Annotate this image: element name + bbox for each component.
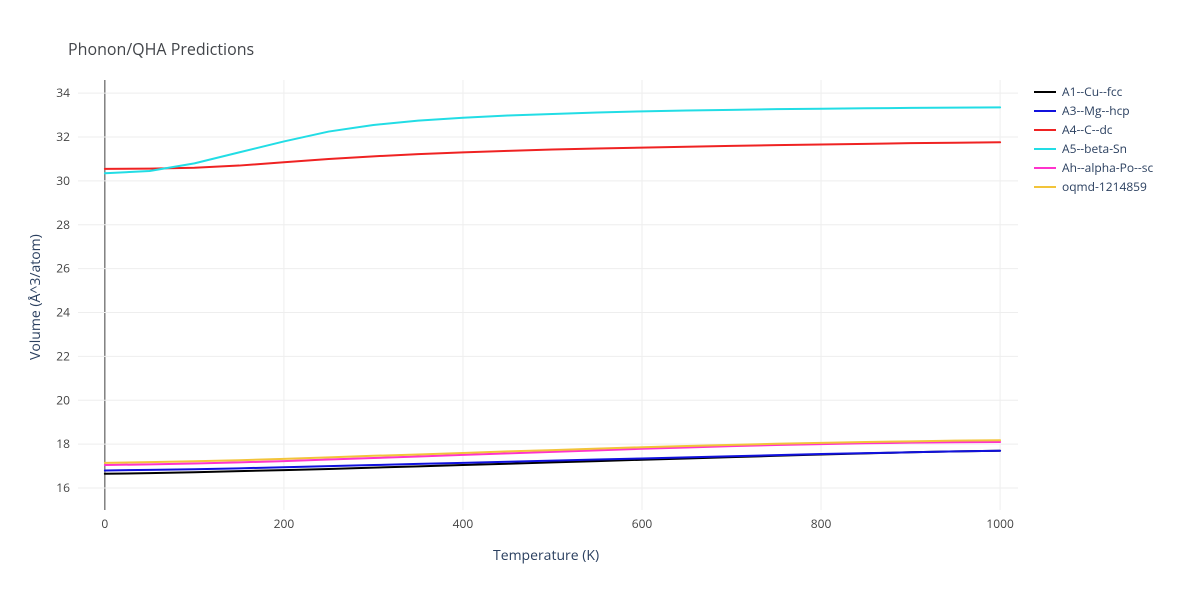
y-tick-label: 20 [56,391,70,408]
legend-item[interactable]: A5--beta-Sn [1034,139,1153,158]
legend-label: A4--C--dc [1062,121,1113,138]
legend-swatch [1034,148,1056,150]
legend-swatch [1034,186,1056,188]
legend-label: A1--Cu--fcc [1062,83,1122,100]
legend-swatch [1034,167,1056,169]
y-tick-label: 24 [56,304,70,321]
x-tick-label: 1000 [986,515,1014,532]
plot-area: 0 200 400 600 800 1000 16 18 20 22 24 26 28 30 32 34 [28,30,1068,560]
y-tick-label: 28 [56,216,70,233]
y-axis-label: Volume (Å^3/atom) [26,234,45,360]
y-tick-label: 22 [56,347,70,364]
y-tick-label: 16 [56,479,70,496]
legend-swatch [1034,110,1056,112]
y-tick-label: 18 [56,435,70,452]
y-tick-label: 34 [56,84,70,101]
legend-label: oqmd-1214859 [1062,178,1147,195]
legend-label: Ah--alpha-Po--sc [1062,159,1153,176]
x-tick-label: 0 [101,515,108,532]
x-tick-label: 400 [453,515,474,532]
legend-label: A3--Mg--hcp [1062,102,1130,119]
x-axis-label: Temperature (K) [493,546,599,565]
legend-swatch [1034,91,1056,93]
legend-swatch [1034,129,1056,131]
legend-item[interactable]: A3--Mg--hcp [1034,101,1153,120]
y-tick-label: 26 [56,260,70,277]
legend-item[interactable]: oqmd-1214859 [1034,177,1153,196]
x-tick-label: 200 [274,515,295,532]
x-tick-label: 600 [632,515,653,532]
legend-item[interactable]: Ah--alpha-Po--sc [1034,158,1153,177]
legend-item[interactable]: A4--C--dc [1034,120,1153,139]
legend: A1--Cu--fcc A3--Mg--hcp A4--C--dc A5--beta-… [1034,82,1153,196]
y-tick-label: 32 [56,128,70,145]
x-tick-label: 800 [811,515,832,532]
chart-container: Phonon/QHA Predictions 02004006008001000… [0,0,1200,600]
legend-item[interactable]: A1--Cu--fcc [1034,82,1153,101]
y-tick-label: 30 [56,172,70,189]
legend-label: A5--beta-Sn [1062,140,1127,157]
